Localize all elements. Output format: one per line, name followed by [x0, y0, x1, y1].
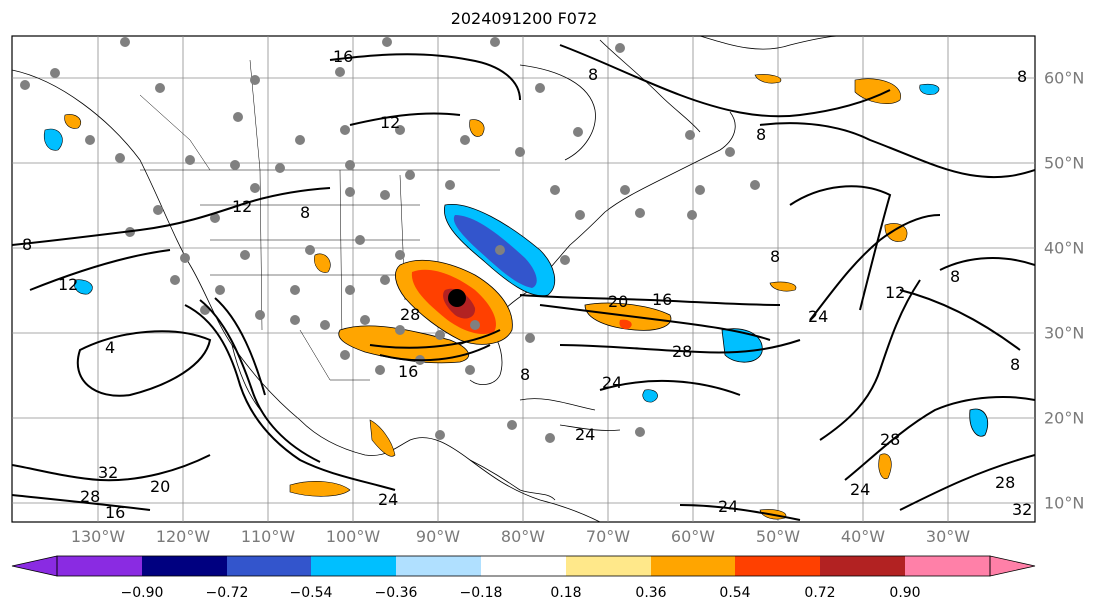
longitude-label: 30°W: [925, 527, 971, 546]
contour-label: 20: [150, 477, 170, 496]
contour-label: 28: [880, 430, 900, 449]
contour-label: 12: [232, 197, 252, 216]
latitude-label: 20°N: [1044, 408, 1085, 428]
longitude-label: 40°W: [840, 527, 886, 546]
contour-label: 24: [850, 480, 870, 499]
colorbar-cell: [905, 556, 990, 576]
longitude-label: 90°W: [415, 527, 461, 546]
colorbar-tick-label: −0.90: [120, 585, 164, 601]
colorbar-tick-label: −0.36: [374, 585, 418, 601]
colorbar: [11, 555, 1036, 577]
contour-label: 16: [652, 290, 672, 309]
colorbar-cell: [57, 556, 142, 576]
colorbar-extend-low: [12, 556, 57, 576]
contour-label: 16: [398, 362, 418, 381]
contour-lines: [12, 44, 1035, 521]
colorbar-cell: [481, 556, 566, 576]
contour-label: 24: [575, 425, 595, 444]
station-markers: [20, 37, 760, 443]
colorbar-tick-label: 0.72: [804, 585, 836, 601]
contour-label: 24: [378, 490, 398, 509]
contour-label: 28: [672, 342, 692, 361]
colorbar-tick-label: −0.18: [459, 585, 503, 601]
contour-label: 32: [98, 463, 118, 482]
colorbar-tick-label: 0.54: [719, 585, 751, 601]
contour-label: 12: [58, 275, 78, 294]
colorbar-tick-label: −0.54: [289, 585, 333, 601]
longitude-label: 120°W: [155, 527, 211, 546]
contour-label: 12: [885, 283, 905, 302]
colorbar-cell: [566, 556, 651, 576]
colorbar-cell: [735, 556, 820, 576]
longitude-label: 100°W: [325, 527, 381, 546]
latitude-label: 50°N: [1044, 153, 1085, 173]
contour-label: 24: [602, 373, 622, 392]
longitude-label: 60°W: [670, 527, 716, 546]
contour-label: 8: [756, 125, 766, 144]
longitude-label: 50°W: [755, 527, 801, 546]
latitude-label: 10°N: [1044, 493, 1085, 513]
longitude-label: 80°W: [500, 527, 546, 546]
colorbar-cell: [396, 556, 481, 576]
colorbar-cell: [311, 556, 396, 576]
political-borders: [139, 59, 500, 381]
colorbar-cell: [227, 556, 311, 576]
contour-label: 8: [950, 267, 960, 286]
colorbar-cell: [142, 556, 227, 576]
colorbar-tick-label: 0.90: [889, 585, 921, 601]
colorbar-tick-label: 0.36: [635, 585, 667, 601]
contour-label-group: 16 12 12 8 8 12 4 8 8 8 20 16 28 24 12 1…: [22, 47, 1032, 522]
colorbar-extend-high: [990, 556, 1035, 576]
contour-label: 16: [105, 503, 125, 522]
contour-label: 8: [22, 235, 32, 254]
low-center-marker: [448, 289, 466, 307]
contour-label: 4: [105, 338, 115, 357]
graticule: [12, 36, 1035, 522]
weather-map: 16 12 12 8 8 12 4 8 8 8 20 16 28 24 12 1…: [11, 35, 1036, 523]
contour-label: 24: [718, 497, 738, 516]
contour-label: 8: [520, 365, 530, 384]
contour-label: 28: [400, 305, 420, 324]
latitude-label: 60°N: [1044, 68, 1085, 88]
longitude-label: 110°W: [240, 527, 296, 546]
map-title: 2024091200 F072: [450, 9, 598, 28]
contour-label: 28: [995, 473, 1015, 492]
contour-label: 28: [80, 487, 100, 506]
contour-label: 8: [770, 247, 780, 266]
latitude-label: 30°N: [1044, 323, 1085, 343]
contour-label: 8: [588, 65, 598, 84]
colorbar-tick-label: 0.18: [550, 585, 582, 601]
contour-label: 24: [808, 307, 828, 326]
contour-label: 20: [608, 292, 628, 311]
contour-label: 12: [380, 113, 400, 132]
colorbar-cell: [820, 556, 905, 576]
longitude-label: 130°W: [70, 527, 126, 546]
contour-label: 8: [300, 203, 310, 222]
contour-label: 16: [333, 47, 353, 66]
colorbar-tick-label: −0.72: [205, 585, 249, 601]
contour-label: 8: [1010, 355, 1020, 374]
colorbar-cell: [651, 556, 735, 576]
contour-label: 8: [1017, 67, 1027, 86]
latitude-label: 40°N: [1044, 238, 1085, 258]
longitude-label: 70°W: [585, 527, 631, 546]
contour-label: 32: [1012, 500, 1032, 519]
